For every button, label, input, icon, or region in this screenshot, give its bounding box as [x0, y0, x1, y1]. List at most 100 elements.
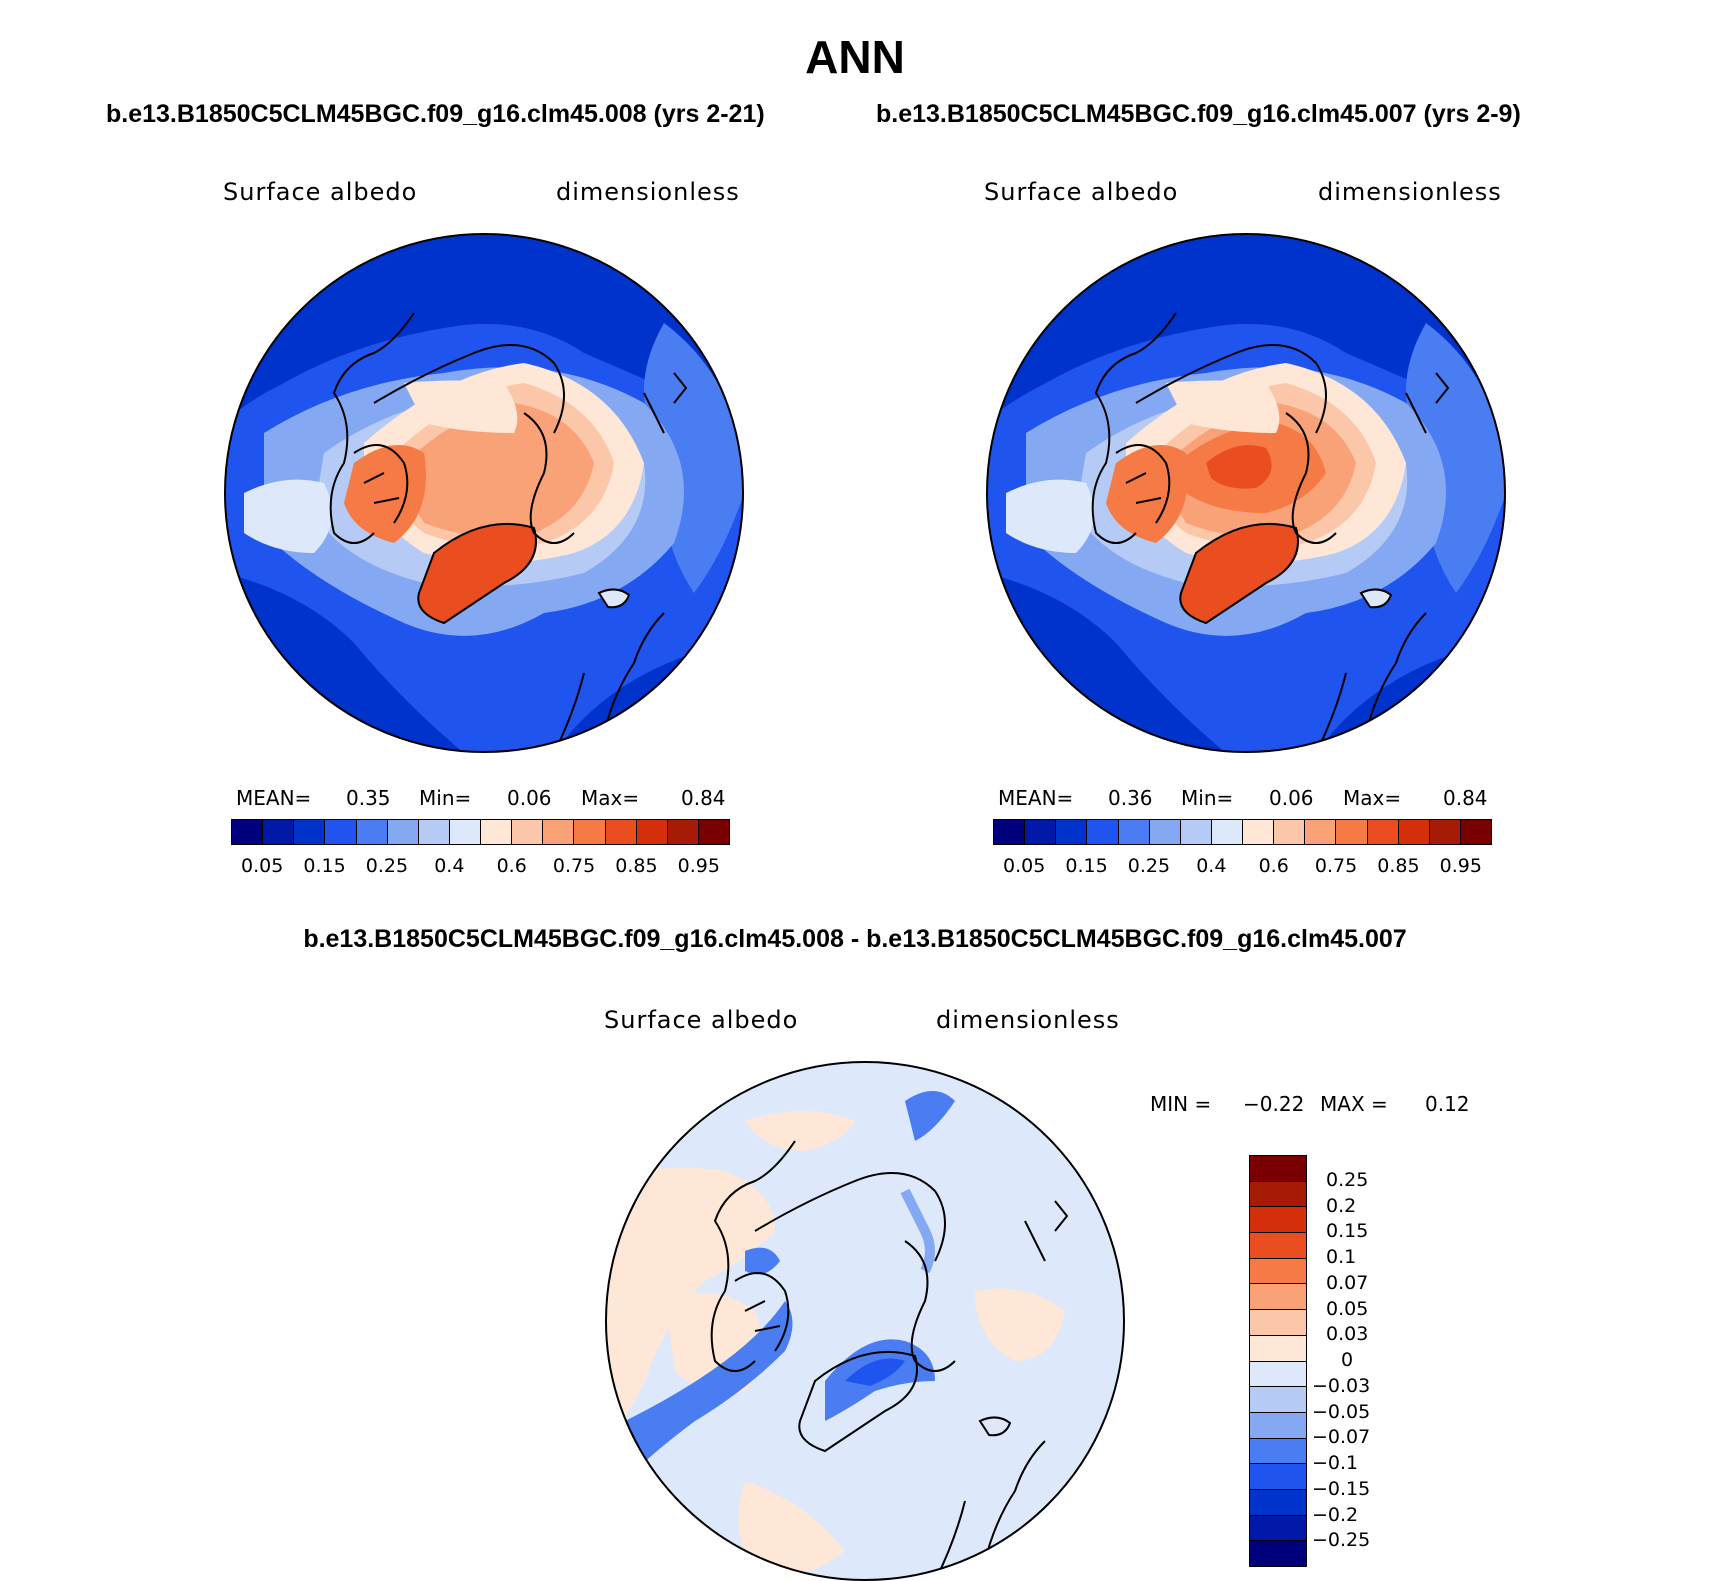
left-colorbar-box: [605, 820, 637, 844]
left-colorbar-box: [667, 820, 699, 844]
diff-colorbar-tick: −0.2: [1312, 1503, 1359, 1526]
left-colorbar-box: [232, 820, 264, 844]
right-mean-value: 0.36: [1108, 786, 1153, 810]
left-colorbar-box: [418, 820, 450, 844]
left-mean-value: 0.35: [346, 786, 391, 810]
diff-title: b.e13.B1850C5CLM45BGC.f09_g16.clm45.008 …: [303, 925, 1407, 953]
right-colorbar-box: [1180, 820, 1212, 844]
diff-colorbar-tick: −0.05: [1312, 1400, 1371, 1423]
left-colorbar-tick: 0.6: [496, 855, 527, 877]
right-colorbar: [993, 819, 1492, 845]
right-min-value: 0.06: [1269, 786, 1314, 810]
right-colorbar-tick: 0.05: [1003, 855, 1046, 877]
left-colorbar-tick: 0.85: [615, 855, 658, 877]
diff-colorbar-tick: 0.07: [1326, 1271, 1369, 1294]
right-variable-label: Surface albedo: [984, 178, 1179, 206]
diff-max-value: 0.12: [1425, 1092, 1470, 1116]
diff-colorbar-box: [1250, 1181, 1306, 1208]
right-colorbar-box: [1305, 820, 1337, 844]
right-colorbar-box: [1460, 820, 1491, 844]
right-colorbar-tick: 0.15: [1065, 855, 1108, 877]
diff-colorbar-tick: 0.2: [1326, 1194, 1357, 1217]
right-colorbar-tick: 0.85: [1377, 855, 1420, 877]
right-colorbar-tick: 0.4: [1196, 855, 1227, 877]
diff-colorbar-tick: −0.07: [1312, 1426, 1371, 1449]
diff-colorbar-box: [1250, 1438, 1306, 1465]
right-max-label: Max=: [1343, 786, 1402, 810]
right-map: [986, 233, 1506, 753]
right-colorbar-tick: 0.75: [1314, 855, 1358, 877]
diff-colorbar-box: [1250, 1515, 1306, 1542]
right-colorbar-box: [1118, 820, 1150, 844]
case-title-left: b.e13.B1850C5CLM45BGC.f09_g16.clm45.008 …: [106, 100, 765, 128]
left-units-label: dimensionless: [556, 178, 740, 206]
diff-colorbar-tick: 0.15: [1326, 1220, 1369, 1243]
right-colorbar-box: [1211, 820, 1243, 844]
right-colorbar-box: [1367, 820, 1399, 844]
left-colorbar-box: [574, 820, 606, 844]
right-min-label: Min=: [1181, 786, 1234, 810]
diff-colorbar-box: [1250, 1489, 1306, 1516]
left-colorbar-tick: 0.15: [303, 855, 346, 877]
diff-colorbar-box: [1250, 1284, 1306, 1311]
diff-colorbar-box: [1250, 1412, 1306, 1439]
diff-colorbar-box: [1250, 1361, 1306, 1388]
diff-variable-label: Surface albedo: [604, 1006, 799, 1034]
left-max-label: Max=: [581, 786, 640, 810]
diff-max-label: MAX =: [1320, 1092, 1388, 1116]
right-colorbar-box: [1274, 820, 1306, 844]
left-colorbar-box: [325, 820, 357, 844]
left-colorbar-box: [356, 820, 388, 844]
right-mean-label: MEAN=: [998, 786, 1074, 810]
diff-min-label: MIN =: [1150, 1092, 1212, 1116]
case-title-right: b.e13.B1850C5CLM45BGC.f09_g16.clm45.007 …: [876, 100, 1521, 128]
left-variable-label: Surface albedo: [223, 178, 418, 206]
diff-colorbar-box: [1250, 1258, 1306, 1285]
right-colorbar-box: [1056, 820, 1088, 844]
right-colorbar-box: [1025, 820, 1057, 844]
left-colorbar-box: [543, 820, 575, 844]
left-map: [224, 233, 744, 753]
diff-colorbar-box: [1250, 1310, 1306, 1336]
diff-colorbar-box: [1250, 1207, 1306, 1234]
left-colorbar: [231, 819, 730, 845]
diff-colorbar-box: [1250, 1464, 1306, 1490]
left-colorbar-tick: 0.05: [241, 855, 284, 877]
diff-colorbar-box: [1250, 1156, 1306, 1182]
left-colorbar-box: [481, 820, 513, 844]
right-colorbar-box: [1336, 820, 1368, 844]
left-colorbar-box: [387, 820, 419, 844]
left-mean-label: MEAN=: [236, 786, 312, 810]
right-colorbar-box: [1398, 820, 1430, 844]
diff-min-value: −0.22: [1243, 1092, 1305, 1116]
diff-colorbar-box: [1250, 1387, 1306, 1413]
diff-colorbar-tick: −0.15: [1312, 1477, 1371, 1500]
right-units-label: dimensionless: [1318, 178, 1502, 206]
diff-colorbar-tick: −0.1: [1312, 1452, 1359, 1474]
diff-colorbar-tick: 0.25: [1326, 1168, 1369, 1191]
diff-colorbar-tick: 0.1: [1326, 1246, 1357, 1268]
left-colorbar-tick: 0.95: [677, 855, 720, 877]
left-colorbar-box: [294, 820, 326, 844]
diff-colorbar-tick: −0.03: [1312, 1374, 1371, 1397]
diff-colorbar-box: [1250, 1335, 1306, 1362]
diff-units-label: dimensionless: [936, 1006, 1120, 1034]
left-colorbar-box: [636, 820, 668, 844]
left-min-label: Min=: [419, 786, 472, 810]
left-colorbar-tick: 0.75: [552, 855, 596, 877]
right-colorbar-tick: 0.25: [1127, 855, 1171, 877]
left-min-value: 0.06: [507, 786, 552, 810]
right-max-value: 0.84: [1443, 786, 1488, 810]
right-colorbar-box: [994, 820, 1026, 844]
diff-colorbar-box: [1250, 1233, 1306, 1259]
left-max-value: 0.84: [681, 786, 726, 810]
diff-map: [605, 1061, 1125, 1581]
diff-colorbar-tick: −0.25: [1312, 1529, 1371, 1552]
right-colorbar-box: [1429, 820, 1461, 844]
diff-colorbar-tick: 0: [1341, 1349, 1354, 1371]
right-colorbar-box: [1087, 820, 1119, 844]
left-colorbar-tick: 0.25: [365, 855, 409, 877]
page-title: ANN: [805, 31, 905, 83]
right-colorbar-box: [1149, 820, 1181, 844]
diff-colorbar-tick: 0.05: [1326, 1297, 1369, 1320]
